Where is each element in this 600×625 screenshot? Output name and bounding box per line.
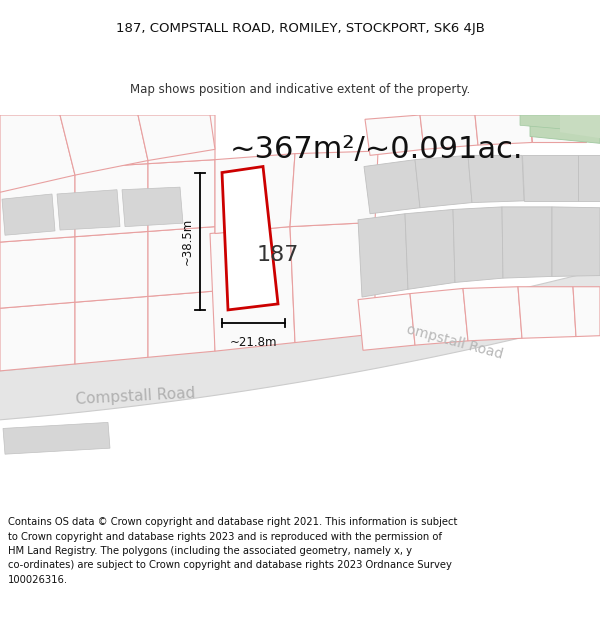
- Polygon shape: [358, 214, 408, 297]
- Text: Map shows position and indicative extent of the property.: Map shows position and indicative extent…: [130, 83, 470, 96]
- Polygon shape: [75, 296, 148, 364]
- Polygon shape: [222, 166, 278, 310]
- Text: ~21.8m: ~21.8m: [230, 336, 277, 349]
- Text: ompstall Road: ompstall Road: [405, 323, 505, 362]
- Polygon shape: [148, 159, 215, 231]
- Polygon shape: [138, 115, 215, 161]
- Polygon shape: [148, 227, 215, 296]
- Polygon shape: [0, 302, 75, 371]
- Polygon shape: [578, 156, 600, 201]
- Polygon shape: [122, 187, 183, 227]
- Polygon shape: [148, 115, 215, 164]
- Polygon shape: [573, 287, 600, 336]
- Polygon shape: [453, 207, 503, 282]
- Text: ~367m²/~0.091ac.: ~367m²/~0.091ac.: [230, 135, 523, 164]
- Polygon shape: [405, 209, 455, 289]
- Text: co-ordinates) are subject to Crown copyright and database rights 2023 Ordnance S: co-ordinates) are subject to Crown copyr…: [8, 561, 452, 571]
- Polygon shape: [530, 115, 600, 143]
- Polygon shape: [365, 115, 424, 156]
- Polygon shape: [0, 237, 75, 308]
- Polygon shape: [0, 115, 600, 510]
- Polygon shape: [0, 115, 75, 172]
- Polygon shape: [520, 115, 600, 132]
- Polygon shape: [0, 269, 600, 420]
- Text: 187, COMPSTALL ROAD, ROMILEY, STOCKPORT, SK6 4JB: 187, COMPSTALL ROAD, ROMILEY, STOCKPORT,…: [116, 22, 484, 35]
- Polygon shape: [522, 156, 578, 201]
- Text: ~38.5m: ~38.5m: [181, 217, 193, 265]
- Polygon shape: [60, 115, 148, 175]
- Polygon shape: [75, 231, 148, 302]
- Polygon shape: [463, 287, 522, 341]
- Polygon shape: [552, 207, 600, 276]
- Polygon shape: [560, 115, 600, 138]
- Polygon shape: [420, 115, 478, 149]
- Polygon shape: [2, 194, 55, 235]
- Polygon shape: [148, 291, 215, 357]
- Polygon shape: [502, 207, 552, 278]
- Polygon shape: [290, 151, 378, 227]
- Polygon shape: [468, 156, 524, 202]
- Polygon shape: [415, 156, 472, 208]
- Polygon shape: [290, 222, 375, 343]
- Polygon shape: [0, 115, 75, 192]
- Polygon shape: [518, 287, 576, 338]
- Text: 100026316.: 100026316.: [8, 575, 68, 585]
- Polygon shape: [410, 289, 468, 345]
- Polygon shape: [3, 422, 110, 454]
- Polygon shape: [210, 227, 295, 351]
- Polygon shape: [75, 164, 148, 237]
- Text: to Crown copyright and database rights 2023 and is reproduced with the permissio: to Crown copyright and database rights 2…: [8, 531, 442, 541]
- Text: Compstall Road: Compstall Road: [75, 386, 195, 408]
- Polygon shape: [475, 115, 532, 145]
- Polygon shape: [358, 294, 415, 350]
- Text: 187: 187: [257, 246, 299, 266]
- Polygon shape: [0, 168, 75, 242]
- Polygon shape: [530, 115, 586, 142]
- Polygon shape: [215, 154, 295, 234]
- Text: Contains OS data © Crown copyright and database right 2021. This information is : Contains OS data © Crown copyright and d…: [8, 517, 457, 527]
- Polygon shape: [364, 159, 420, 214]
- Polygon shape: [75, 115, 148, 168]
- Polygon shape: [57, 190, 120, 230]
- Text: HM Land Registry. The polygons (including the associated geometry, namely x, y: HM Land Registry. The polygons (includin…: [8, 546, 412, 556]
